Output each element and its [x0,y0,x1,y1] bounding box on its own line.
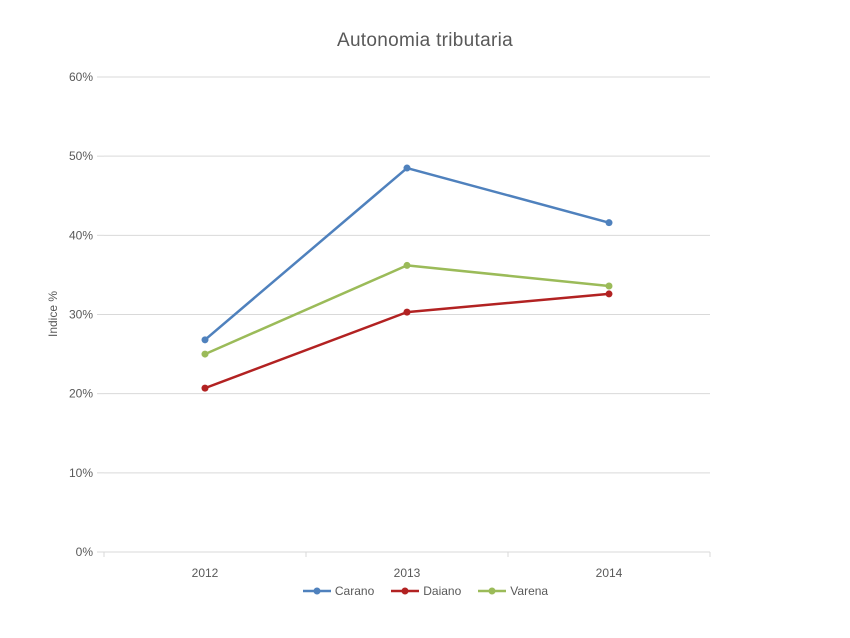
data-point-varena [605,282,613,290]
legend-item-carano: Carano [302,584,374,598]
data-point-carano [201,336,209,344]
legend-marker-icon [391,587,420,595]
legend-label: Carano [334,584,375,598]
y-tick-label: 60% [69,70,93,84]
x-tick-label: 2012 [192,566,219,580]
chart-title: Autonomia tributaria [336,30,514,51]
data-point-carano [605,219,613,227]
y-tick-label: 30% [69,308,93,322]
legend-item-daiano: Daiano [390,584,461,598]
data-point-carano [403,164,411,172]
series-line-daiano [203,292,611,390]
legend-item-varena: Varena [477,584,548,598]
data-point-varena [201,350,209,358]
chart-legend: Carano Daiano Varena [0,584,850,598]
y-tick-label: 20% [69,387,93,401]
y-tick-label: 0% [76,545,94,559]
x-tick-label: 2013 [394,566,421,580]
legend-label: Daiano [423,584,462,598]
legend-label: Varena [510,584,549,598]
data-point-daiano [403,308,411,316]
y-tick-label: 40% [69,228,93,242]
data-point-varena [403,261,411,269]
data-point-daiano [201,384,209,392]
x-tick-label: 2014 [596,566,623,580]
y-axis-title: Indice % [46,291,60,337]
legend-marker-icon [302,587,331,595]
data-point-daiano [605,290,613,298]
y-tick-label: 10% [69,466,93,480]
y-tick-label: 50% [69,149,93,163]
legend-marker-icon [478,587,507,595]
